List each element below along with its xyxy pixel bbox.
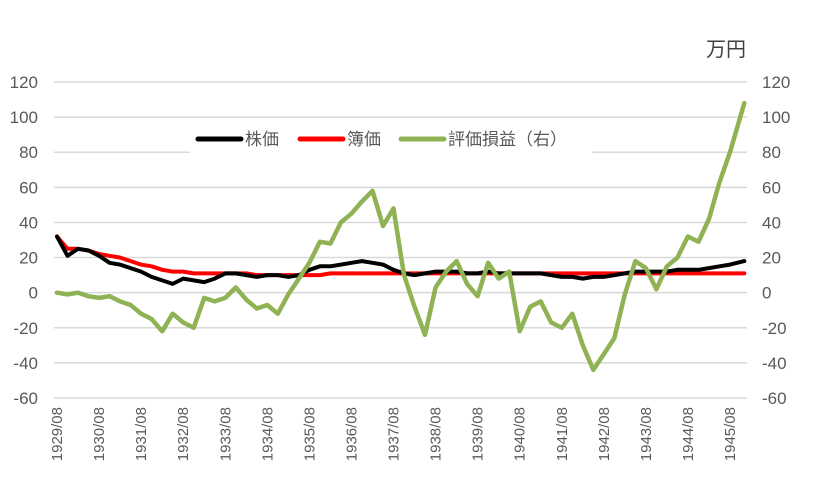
y-tick-label: -20: [13, 319, 38, 338]
y2-tick-label: -60: [762, 389, 787, 408]
series-stock-price-line: [55, 234, 747, 286]
y-tick-label: 20: [19, 249, 38, 268]
y-tick-label: 60: [19, 178, 38, 197]
legend-item-book-value: 簿価: [297, 130, 381, 150]
y-tick-label: 100: [10, 108, 38, 127]
y2-tick-label: 0: [762, 284, 771, 303]
legend-label: 評価損益（右）: [448, 130, 567, 150]
x-tick-label: 1937/08: [386, 407, 403, 461]
x-axis: 1929/08 1930/08 1931/08 1932/08 1933/08 1934/…: [49, 407, 739, 461]
y2-tick-label: 60: [762, 178, 781, 197]
series-layer: [54, 100, 747, 373]
legend-item-valuation-gain: 評価損益（右）: [398, 130, 567, 150]
unit-label: 万円: [706, 37, 746, 61]
x-tick-label: 1945/08: [722, 407, 739, 461]
x-tick-label: 1930/08: [91, 407, 108, 461]
x-tick-label: 1938/08: [428, 407, 445, 461]
y2-tick-label: 100: [762, 108, 790, 127]
y-tick-label: 80: [19, 143, 38, 162]
y2-tick-label: 40: [762, 213, 781, 232]
y2-tick-label: -20: [762, 319, 787, 338]
y-tick-label: 0: [29, 284, 38, 303]
series-valuation-gain-line: [54, 100, 747, 373]
x-tick-label: 1940/08: [512, 407, 529, 461]
y2-tick-label: 20: [762, 249, 781, 268]
x-tick-label: 1933/08: [217, 407, 234, 461]
legend-item-stock-price: 株価: [195, 130, 279, 150]
x-tick-label: 1943/08: [638, 407, 655, 461]
y-tick-label: 40: [19, 213, 38, 232]
y2-tick-label: -40: [762, 354, 787, 373]
legend-background: [190, 123, 592, 153]
legend: 株価 簿価 評価損益（右）: [195, 130, 567, 150]
y-tick-label: -40: [13, 354, 38, 373]
legend-label: 簿価: [347, 130, 381, 150]
x-tick-label: 1941/08: [554, 407, 571, 461]
x-tick-label: 1936/08: [343, 407, 360, 461]
x-tick-label: 1931/08: [133, 407, 150, 461]
x-tick-label: 1935/08: [301, 407, 318, 461]
x-tick-label: 1934/08: [259, 407, 276, 461]
x-tick-label: 1929/08: [49, 407, 66, 461]
y-axis-left: 120 100 80 60 40 20 0 -20 -40 -60: [10, 73, 38, 408]
y-axis-right: 120 100 80 60 40 20 0 -20 -40 -60: [762, 73, 790, 408]
x-tick-label: 1939/08: [470, 407, 487, 461]
legend-label: 株価: [245, 130, 279, 150]
x-tick-label: 1942/08: [596, 407, 613, 461]
y-tick-label: -60: [13, 389, 38, 408]
y-tick-label: 120: [10, 73, 38, 92]
x-tick-label: 1944/08: [680, 407, 697, 461]
y2-tick-label: 80: [762, 143, 781, 162]
y2-tick-label: 120: [762, 73, 790, 92]
x-tick-label: 1932/08: [175, 407, 192, 461]
